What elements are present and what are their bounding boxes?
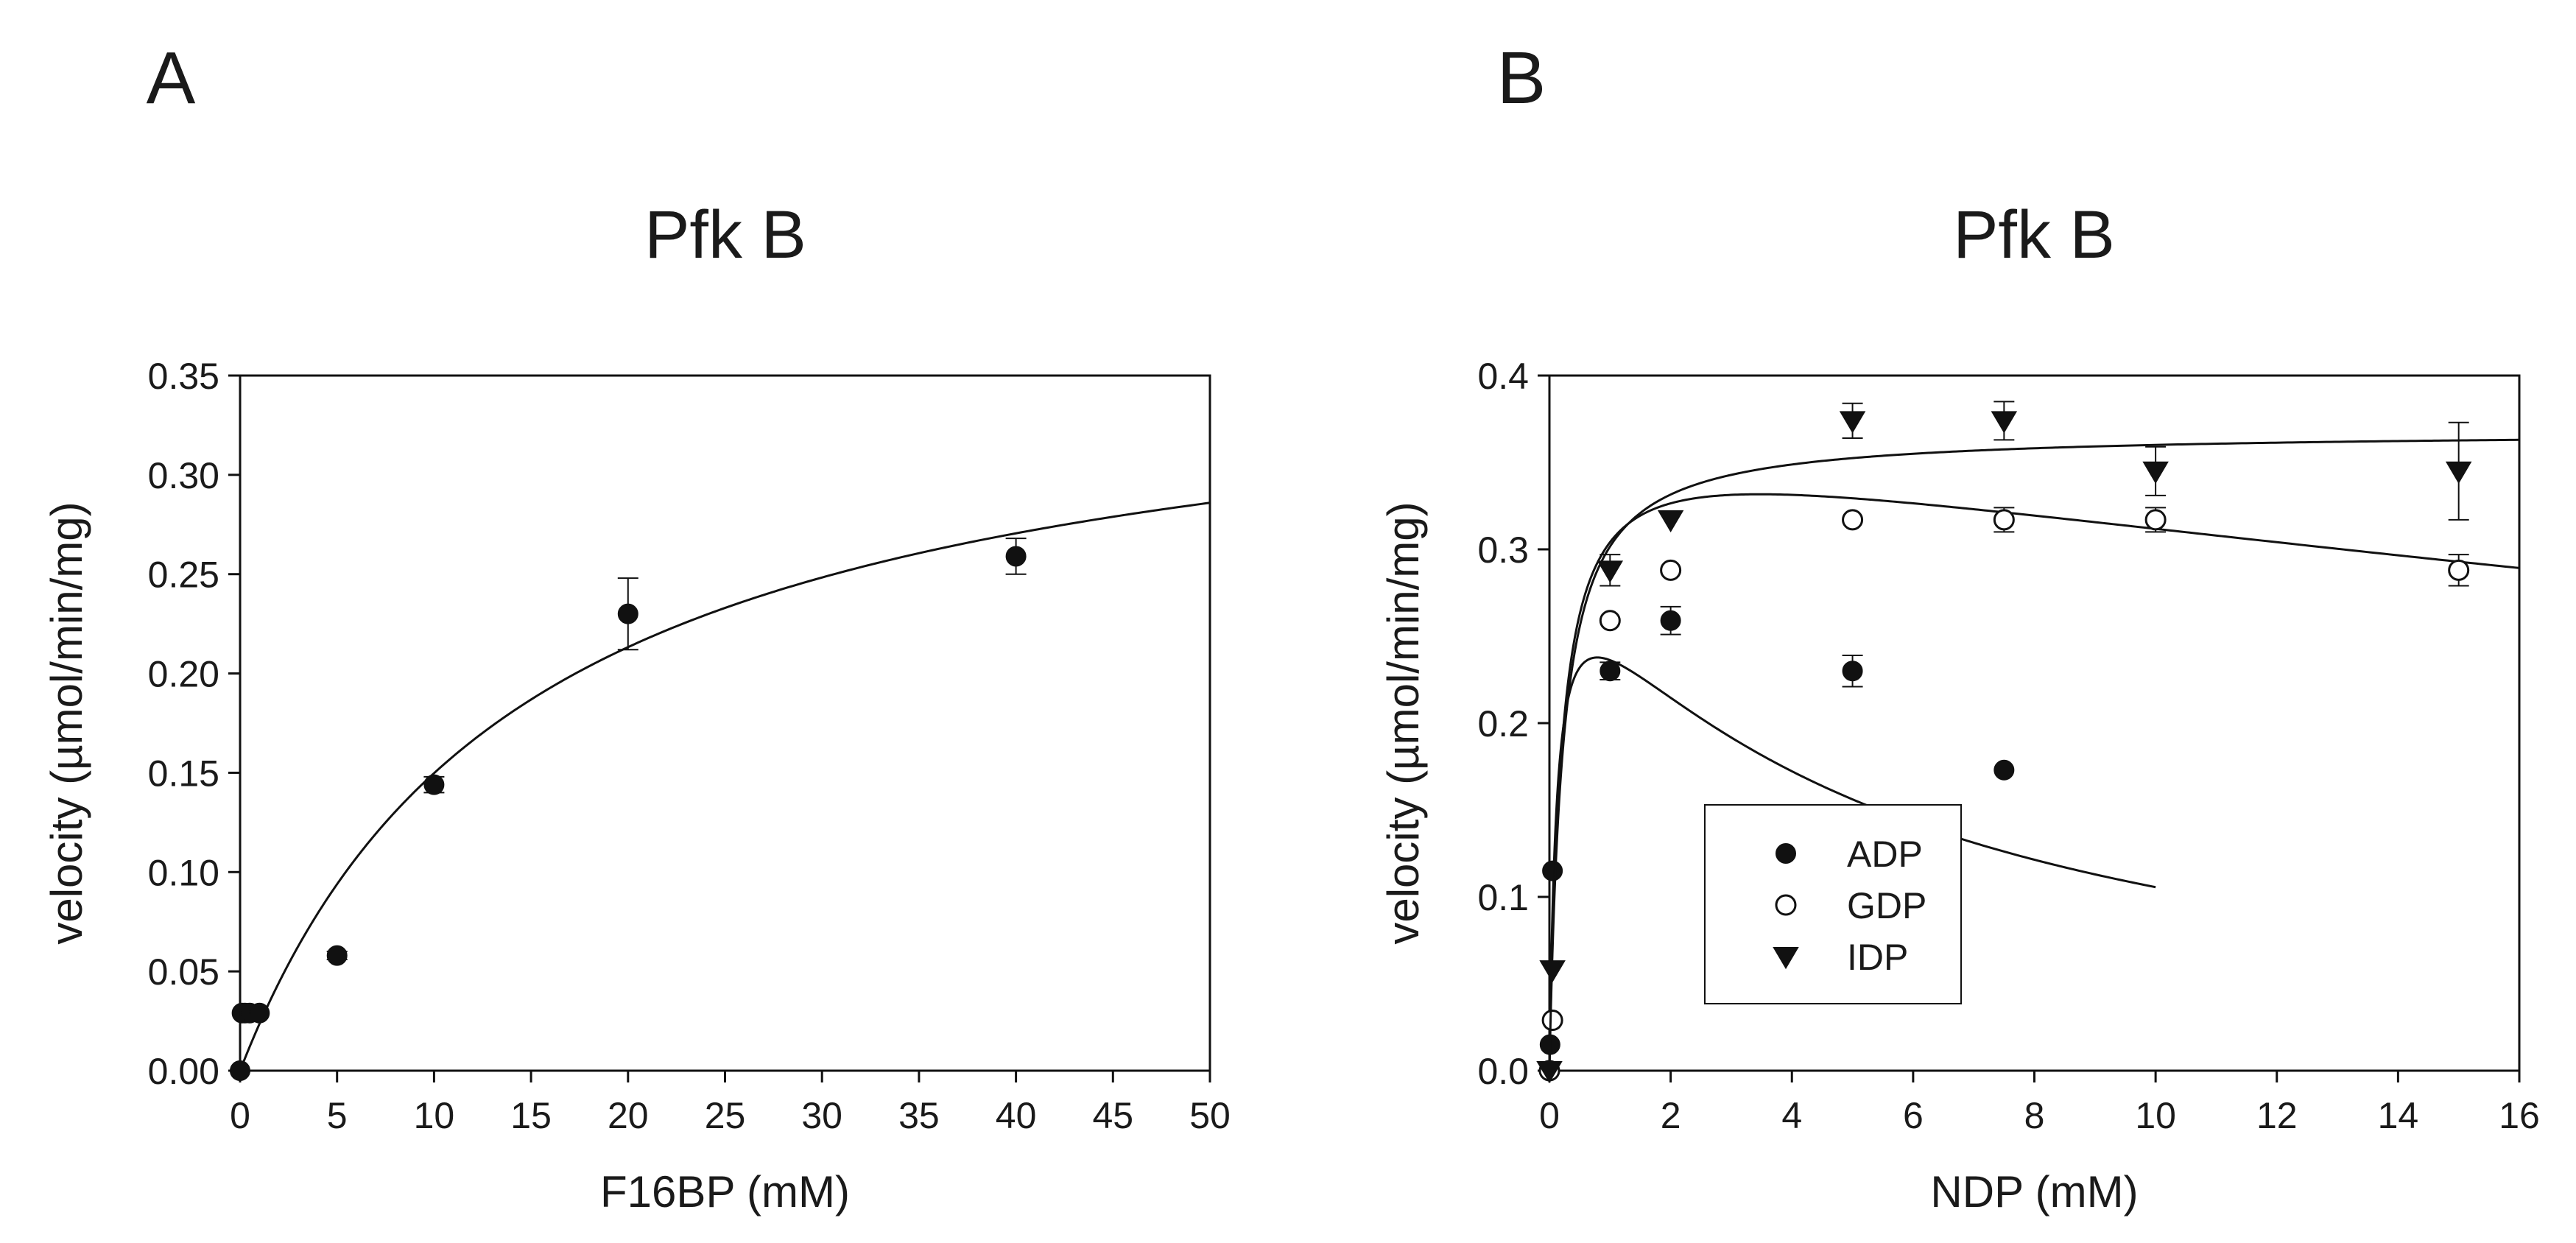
data-point (1541, 1010, 1563, 1032)
y-tick-label: 0.35 (148, 356, 219, 397)
panel-label: A (147, 37, 196, 119)
legend-marker (1773, 947, 1799, 970)
y-tick-label: 0.05 (148, 951, 219, 993)
legend: ADP GDP IDP (1704, 804, 1962, 1004)
panel-label: B (1497, 37, 1546, 119)
x-axis-label: NDP (mM) (1930, 1167, 2138, 1216)
data-point (1839, 411, 1866, 434)
y-tick-label: 0.3 (1477, 529, 1529, 571)
x-tick-label: 20 (608, 1095, 649, 1136)
panel-b: B Pfk B 0 2 4 6 8 10 12 14 16 0.0 0.1 0.2 0.3 0.4 NDP (m… (1379, 37, 2540, 1216)
chart-title: Pfk B (644, 197, 806, 272)
y-tick-label: 0.20 (148, 654, 219, 695)
data-point (1597, 560, 1624, 583)
fit-curve (1548, 493, 2520, 1071)
data-point (1542, 860, 1563, 881)
x-tick-label: 12 (2256, 1095, 2298, 1136)
data-point (326, 945, 348, 966)
plot-frame (239, 374, 1211, 1072)
data-point (1536, 1061, 1563, 1084)
data-point (1842, 661, 1863, 682)
data-point (1991, 411, 2018, 434)
legend-label: GDP (1847, 885, 1926, 926)
data-point (249, 1002, 270, 1024)
fit-curve (1548, 438, 2520, 1071)
data-point (2144, 509, 2167, 531)
x-tick-label: 30 (801, 1095, 842, 1136)
x-tick-label: 0 (230, 1095, 250, 1136)
legend-label: IDP (1847, 937, 1908, 978)
x-tick-label: 16 (2499, 1095, 2540, 1136)
data-point (2445, 461, 2472, 484)
data-point (1993, 759, 2015, 781)
data-point (1657, 510, 1684, 533)
data-point (1660, 610, 1681, 631)
y-tick-label: 0.0 (1477, 1051, 1529, 1092)
x-tick-label: 2 (1661, 1095, 1681, 1136)
panel-a: A Pfk B 0 5 10 15 20 25 30 35 40 45 50 0.00 0.05 0.10 0.… (42, 37, 1231, 1216)
x-tick-label: 10 (2135, 1095, 2176, 1136)
chart-title: Pfk B (1953, 197, 2115, 272)
x-tick-label: 4 (1781, 1095, 1802, 1136)
data-point (1993, 509, 2015, 531)
y-tick-label: 0.10 (148, 852, 219, 893)
x-tick-label: 50 (1189, 1095, 1231, 1136)
fit-curve (239, 501, 1211, 1071)
x-tick-label: 40 (996, 1095, 1037, 1136)
x-tick-label: 14 (2378, 1095, 2419, 1136)
x-tick-label: 15 (510, 1095, 552, 1136)
y-axis-label: velocity (µmol/min/mg) (42, 501, 91, 944)
y-tick-label: 0.25 (148, 554, 219, 596)
x-tick-label: 35 (898, 1095, 940, 1136)
x-tick-label: 6 (1903, 1095, 1924, 1136)
x-tick-label: 8 (2024, 1095, 2045, 1136)
x-tick-label: 5 (327, 1095, 348, 1136)
legend-marker (1776, 843, 1796, 864)
x-tick-label: 0 (1539, 1095, 1560, 1136)
x-tick-label: 25 (705, 1095, 746, 1136)
x-tick-label: 10 (414, 1095, 455, 1136)
y-tick-label: 0.2 (1477, 703, 1529, 744)
data-point (1842, 509, 1864, 531)
series-f16bp (230, 501, 1211, 1081)
data-point (1600, 661, 1621, 682)
y-tick-label: 0.1 (1477, 877, 1529, 918)
data-point (230, 1060, 250, 1081)
legend-box (1704, 804, 1962, 1004)
y-tick-label: 0.30 (148, 455, 219, 496)
data-point (2142, 461, 2169, 484)
plot-frame (1548, 374, 2521, 1072)
x-axis-label: F16BP (mM) (600, 1167, 850, 1216)
x-tick-label: 45 (1092, 1095, 1133, 1136)
y-tick-label: 0.15 (148, 753, 219, 794)
data-point (1599, 610, 1621, 632)
data-point (617, 603, 638, 624)
legend-label: ADP (1847, 834, 1923, 875)
data-point (2448, 559, 2470, 581)
y-tick-label: 0.00 (148, 1051, 219, 1092)
data-point (1005, 546, 1027, 567)
y-axis-label: velocity (µmol/min/mg) (1379, 501, 1428, 944)
y-tick-label: 0.4 (1477, 356, 1529, 397)
series-idp (1536, 401, 2520, 1084)
data-point (1539, 960, 1566, 983)
legend-marker (1775, 894, 1797, 916)
series-gdp (1538, 493, 2520, 1082)
data-point (423, 774, 445, 795)
data-point (1660, 559, 1682, 581)
